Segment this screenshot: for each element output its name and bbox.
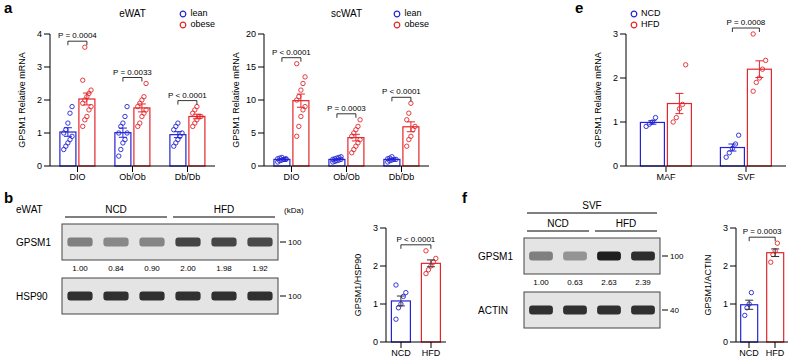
- svg-text:eWAT: eWAT: [16, 204, 43, 215]
- svg-text:0.84: 0.84: [108, 264, 124, 273]
- svg-text:P < 0.0001: P < 0.0001: [382, 87, 421, 96]
- svg-text:GPSM1 Relative mRNA: GPSM1 Relative mRNA: [17, 52, 27, 148]
- svg-text:15: 15: [246, 62, 256, 72]
- svg-text:20: 20: [246, 29, 256, 39]
- svg-text:GPSM1/ACTIN: GPSM1/ACTIN: [703, 254, 713, 315]
- svg-text:2: 2: [373, 261, 378, 271]
- svg-text:1: 1: [613, 117, 618, 127]
- svg-text:HFD: HFD: [616, 218, 637, 229]
- svg-text:3: 3: [613, 29, 618, 39]
- svg-text:P = 0.0033: P = 0.0033: [113, 68, 152, 77]
- svg-text:4: 4: [37, 29, 42, 39]
- svg-text:5: 5: [251, 128, 256, 138]
- html-text:lean: lean: [190, 8, 208, 18]
- svg-text:SVF: SVF: [737, 172, 755, 182]
- html-text:NCD: NCD: [641, 8, 661, 18]
- svg-text:GPSM1 Relative mRNA: GPSM1 Relative mRNA: [593, 52, 603, 148]
- html-text:obese: obese: [404, 19, 429, 29]
- svg-text:3: 3: [723, 223, 728, 233]
- svg-text:P = 0.0003: P = 0.0003: [327, 104, 366, 113]
- svg-text:1.00: 1.00: [72, 264, 88, 273]
- svg-text:2: 2: [37, 95, 42, 105]
- svg-text:0.63: 0.63: [567, 278, 583, 287]
- html-text:scWAT: scWAT: [330, 8, 362, 19]
- svg-text:1.98: 1.98: [216, 264, 232, 273]
- svg-text:1: 1: [373, 299, 378, 309]
- svg-text:ACTIN: ACTIN: [478, 305, 508, 316]
- svg-text:10: 10: [246, 95, 256, 105]
- svg-text:P = 0.0004: P = 0.0004: [58, 31, 97, 40]
- svg-text:2.00: 2.00: [180, 264, 196, 273]
- svg-text:SVF: SVF: [582, 200, 601, 211]
- svg-text:Ob/Ob: Ob/Ob: [119, 172, 146, 182]
- svg-text:DIO: DIO: [69, 172, 85, 182]
- svg-text:HSP90: HSP90: [16, 291, 48, 302]
- svg-text:0: 0: [37, 161, 42, 171]
- svg-text:2: 2: [723, 261, 728, 271]
- svg-text:2: 2: [613, 73, 618, 83]
- html-text:b: b: [4, 189, 14, 206]
- svg-text:40: 40: [670, 306, 679, 315]
- svg-text:Ob/Ob: Ob/Ob: [333, 172, 360, 182]
- svg-text:GPSM1: GPSM1: [478, 251, 513, 262]
- svg-text:GPSM1/HSP90: GPSM1/HSP90: [353, 254, 363, 317]
- svg-text:HFD: HFD: [422, 348, 441, 358]
- svg-text:NCD: NCD: [391, 348, 411, 358]
- svg-text:1: 1: [37, 128, 42, 138]
- svg-text:GPSM1 Relative mRNA: GPSM1 Relative mRNA: [231, 52, 241, 148]
- svg-text:(kDa): (kDa): [284, 206, 304, 215]
- svg-text:Db/Db: Db/Db: [389, 172, 415, 182]
- html-text:HFD: HFD: [641, 19, 660, 29]
- svg-text:0.90: 0.90: [144, 264, 160, 273]
- svg-text:1.92: 1.92: [252, 264, 268, 273]
- svg-text:NCD: NCD: [739, 348, 759, 358]
- svg-text:HFD: HFD: [214, 204, 235, 215]
- svg-text:GPSM1: GPSM1: [16, 237, 51, 248]
- html-text:obese: obese: [190, 19, 215, 29]
- svg-text:2.63: 2.63: [601, 278, 617, 287]
- svg-text:NCD: NCD: [547, 218, 569, 229]
- html-text:eWAT: eWAT: [119, 8, 146, 19]
- svg-text:0: 0: [613, 161, 618, 171]
- svg-text:3: 3: [37, 62, 42, 72]
- svg-text:P < 0.0001: P < 0.0001: [168, 91, 207, 100]
- svg-text:Db/Db: Db/Db: [175, 172, 201, 182]
- svg-text:100: 100: [670, 252, 684, 261]
- svg-text:2.39: 2.39: [635, 278, 651, 287]
- html-text:e: e: [575, 0, 584, 16]
- svg-text:HFD: HFD: [766, 348, 785, 358]
- svg-text:1.00: 1.00: [533, 278, 549, 287]
- svg-text:DIO: DIO: [283, 172, 299, 182]
- svg-text:P < 0.0001: P < 0.0001: [272, 48, 311, 57]
- html-text:f: f: [462, 189, 467, 206]
- svg-text:0: 0: [723, 337, 728, 347]
- svg-text:100: 100: [288, 292, 302, 301]
- svg-text:NCD: NCD: [105, 204, 127, 215]
- svg-text:100: 100: [288, 238, 302, 247]
- html-text:a: a: [4, 0, 13, 16]
- html-text:lean: lean: [404, 8, 422, 18]
- svg-text:MAF: MAF: [657, 172, 677, 182]
- svg-text:P < 0.0001: P < 0.0001: [397, 235, 436, 244]
- svg-text:0: 0: [251, 161, 256, 171]
- svg-text:P = 0.0008: P = 0.0008: [727, 18, 766, 27]
- svg-text:3: 3: [373, 223, 378, 233]
- svg-text:0: 0: [373, 337, 378, 347]
- svg-text:P = 0.0003: P = 0.0003: [743, 227, 782, 236]
- svg-text:1: 1: [723, 299, 728, 309]
